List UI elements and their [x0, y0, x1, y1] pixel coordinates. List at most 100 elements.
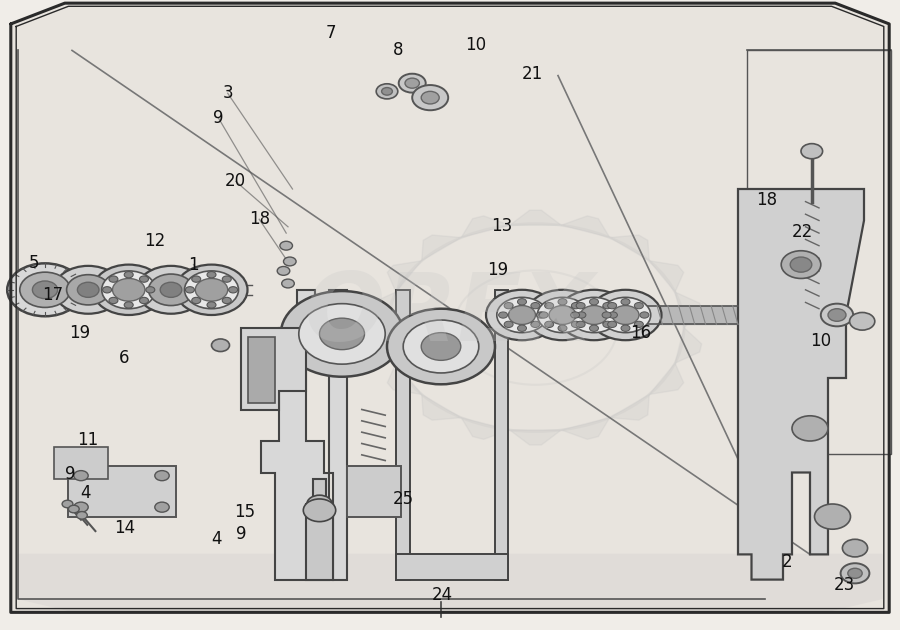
Text: 23: 23	[833, 576, 855, 593]
Circle shape	[124, 272, 133, 278]
Circle shape	[504, 302, 513, 309]
Circle shape	[146, 287, 155, 293]
Circle shape	[801, 144, 823, 159]
Polygon shape	[306, 479, 333, 580]
Circle shape	[7, 263, 83, 316]
Circle shape	[504, 321, 513, 328]
Circle shape	[841, 563, 869, 583]
Circle shape	[140, 276, 148, 282]
Circle shape	[102, 271, 156, 309]
Circle shape	[508, 306, 536, 324]
Circle shape	[155, 502, 169, 512]
Circle shape	[558, 299, 567, 305]
Circle shape	[531, 321, 540, 328]
Polygon shape	[422, 235, 461, 261]
Circle shape	[140, 297, 148, 304]
Polygon shape	[346, 466, 400, 517]
Text: 15: 15	[234, 503, 256, 520]
Circle shape	[569, 297, 619, 333]
Polygon shape	[54, 447, 108, 479]
Circle shape	[526, 290, 598, 340]
Text: 17: 17	[41, 286, 63, 304]
Circle shape	[608, 321, 616, 328]
Circle shape	[577, 312, 586, 318]
Text: 18: 18	[248, 210, 270, 228]
Circle shape	[109, 297, 118, 304]
Polygon shape	[609, 394, 649, 420]
Polygon shape	[461, 216, 509, 238]
Text: 1: 1	[188, 256, 199, 273]
Circle shape	[387, 309, 495, 384]
Circle shape	[376, 84, 398, 99]
Circle shape	[222, 276, 231, 282]
Text: 2: 2	[782, 553, 793, 571]
Polygon shape	[610, 235, 649, 261]
Text: 22: 22	[792, 223, 814, 241]
Circle shape	[399, 74, 426, 93]
Circle shape	[600, 297, 651, 333]
Text: 12: 12	[144, 232, 166, 249]
Circle shape	[558, 290, 630, 340]
Circle shape	[77, 282, 99, 297]
Circle shape	[781, 251, 821, 278]
Text: 6: 6	[119, 349, 130, 367]
Polygon shape	[261, 290, 346, 580]
Circle shape	[277, 266, 290, 275]
Text: 20: 20	[225, 173, 247, 190]
Circle shape	[405, 78, 419, 88]
Polygon shape	[675, 292, 702, 328]
Circle shape	[222, 297, 231, 304]
Circle shape	[281, 291, 403, 377]
Polygon shape	[562, 216, 610, 238]
Circle shape	[537, 297, 588, 333]
Circle shape	[499, 312, 508, 318]
Text: 21: 21	[522, 66, 544, 83]
Circle shape	[284, 257, 296, 266]
Polygon shape	[396, 554, 508, 580]
Circle shape	[828, 309, 846, 321]
Text: 5: 5	[29, 255, 40, 272]
Circle shape	[282, 279, 294, 288]
Circle shape	[185, 287, 194, 293]
Circle shape	[608, 312, 617, 318]
Polygon shape	[68, 466, 176, 517]
Circle shape	[176, 265, 248, 315]
Polygon shape	[562, 418, 609, 439]
Circle shape	[603, 321, 612, 328]
Circle shape	[848, 568, 862, 578]
Text: 14: 14	[113, 519, 135, 537]
Circle shape	[192, 297, 201, 304]
Circle shape	[549, 306, 576, 324]
Circle shape	[103, 287, 112, 293]
Circle shape	[634, 321, 644, 328]
Circle shape	[160, 282, 182, 297]
Circle shape	[112, 278, 145, 301]
Circle shape	[612, 306, 639, 324]
Polygon shape	[11, 3, 889, 612]
Circle shape	[124, 302, 133, 308]
Circle shape	[32, 281, 58, 299]
Circle shape	[74, 471, 88, 481]
Circle shape	[790, 257, 812, 272]
Circle shape	[603, 302, 612, 309]
Circle shape	[54, 266, 122, 314]
Circle shape	[62, 500, 73, 508]
Circle shape	[280, 241, 292, 250]
Circle shape	[109, 276, 118, 282]
Text: 13: 13	[491, 217, 513, 234]
Circle shape	[303, 499, 336, 522]
Circle shape	[229, 287, 238, 293]
Circle shape	[155, 471, 169, 481]
Text: 18: 18	[756, 192, 778, 209]
Circle shape	[580, 306, 608, 324]
Circle shape	[576, 302, 585, 309]
Circle shape	[558, 325, 567, 331]
Circle shape	[382, 88, 392, 95]
Circle shape	[74, 502, 88, 512]
Polygon shape	[248, 337, 274, 403]
Circle shape	[621, 325, 630, 331]
Circle shape	[608, 302, 616, 309]
Circle shape	[814, 504, 850, 529]
Circle shape	[207, 302, 216, 308]
Circle shape	[421, 91, 439, 104]
